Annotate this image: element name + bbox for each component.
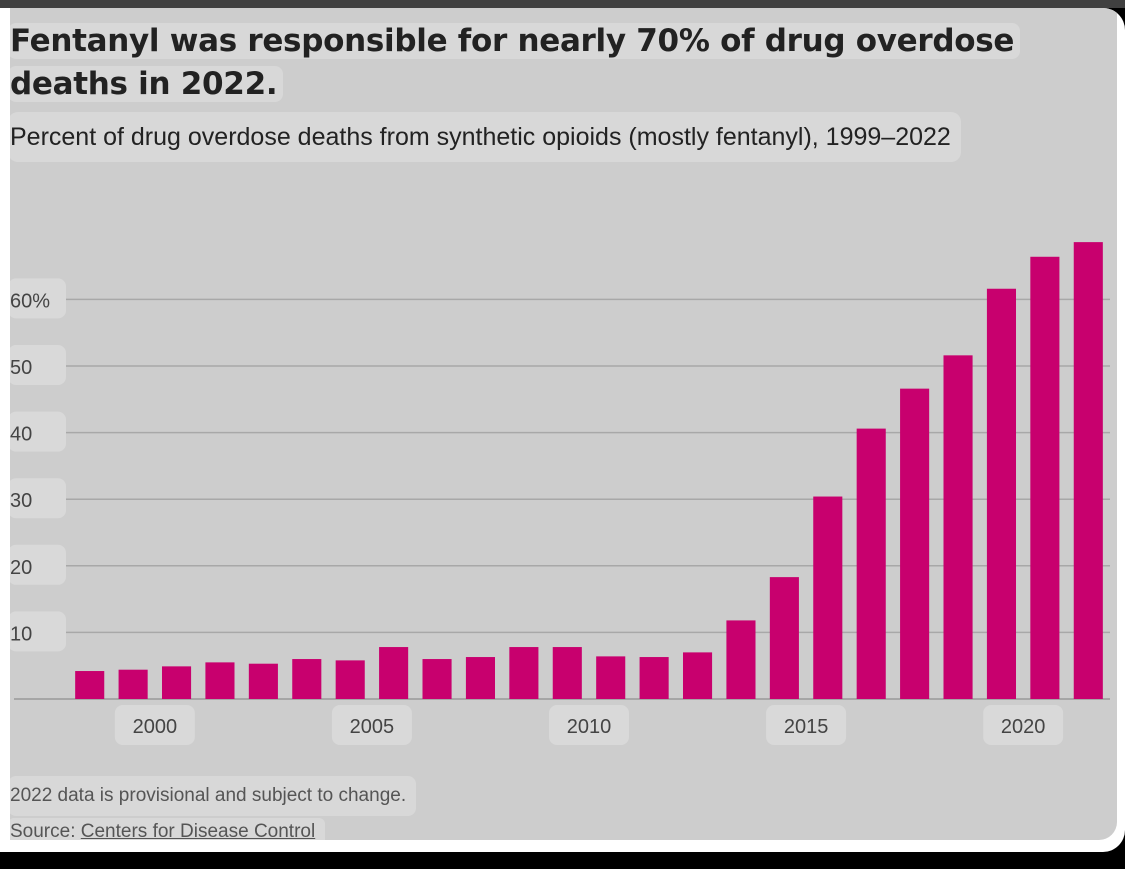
chart-card: 10 20 30 40 50 60% 2000 2005 2010 2015 2020 Fenta… bbox=[0, 8, 1117, 840]
bar-1999 bbox=[75, 671, 105, 699]
bar-2009 bbox=[509, 647, 539, 699]
bar-2014 bbox=[726, 620, 756, 699]
x-tick-label: 2015 bbox=[784, 716, 829, 738]
gridlines bbox=[14, 298, 1110, 700]
x-tick-labels: 2000 2005 2010 2015 2020 bbox=[114, 705, 1064, 745]
bar-2022 bbox=[1073, 242, 1103, 699]
y-tick-label: 20 bbox=[10, 557, 32, 579]
source-line: Source: Centers for Disease Control bbox=[8, 818, 326, 840]
y-tick-label: 30 bbox=[10, 490, 32, 512]
x-label-bg-2000 bbox=[114, 705, 195, 745]
bar-2010 bbox=[552, 647, 582, 699]
bar-2003 bbox=[248, 663, 278, 699]
x-label-bg-2020 bbox=[983, 705, 1064, 745]
footnote: 2022 data is provisional and subject to … bbox=[8, 776, 417, 816]
bar-2018 bbox=[900, 388, 930, 699]
y-label-bg-20 bbox=[8, 544, 66, 585]
y-label-bg-30 bbox=[8, 478, 66, 519]
chart-subtitle: Percent of drug overdose deaths from syn… bbox=[8, 112, 961, 162]
y-label-bg-40 bbox=[8, 411, 66, 452]
bar-2016 bbox=[813, 496, 843, 699]
bars bbox=[75, 242, 1103, 699]
bar-chart: 10 20 30 40 50 60% 2000 2005 2010 2015 2020 bbox=[8, 242, 1110, 745]
bar-2002 bbox=[205, 662, 235, 699]
x-tick-label: 2010 bbox=[567, 716, 612, 738]
bar-2004 bbox=[292, 659, 322, 699]
bar-2021 bbox=[1030, 256, 1060, 699]
x-tick-label: 2000 bbox=[133, 716, 178, 738]
bar-2015 bbox=[769, 577, 799, 699]
y-tick-label: 10 bbox=[10, 623, 32, 645]
x-tick-label: 2005 bbox=[350, 716, 395, 738]
screen-panel: 10 20 30 40 50 60% 2000 2005 2010 2015 2020 Fenta… bbox=[0, 8, 1125, 852]
top-strip bbox=[0, 0, 1125, 8]
chart-title: Fentanyl was responsible for nearly 70% … bbox=[8, 20, 1108, 106]
bar-2007 bbox=[422, 659, 452, 699]
bar-2008 bbox=[465, 657, 496, 699]
bar-2005 bbox=[335, 660, 365, 699]
bar-2006 bbox=[379, 647, 409, 699]
x-label-bg-2005 bbox=[331, 705, 412, 745]
x-tick-label: 2020 bbox=[1001, 716, 1046, 738]
x-label-bg-2015 bbox=[766, 705, 847, 745]
source-link[interactable]: Centers for Disease Control bbox=[80, 821, 316, 840]
y-label-bg-10 bbox=[8, 611, 66, 652]
source-prefix: Source: bbox=[10, 821, 81, 840]
y-label-bg-60 bbox=[8, 278, 66, 319]
bar-2012 bbox=[639, 657, 669, 699]
bar-2000 bbox=[118, 669, 148, 699]
bar-2019 bbox=[943, 355, 973, 699]
bar-2013 bbox=[682, 652, 713, 699]
y-tick-labels: 10 20 30 40 50 60% bbox=[8, 278, 66, 652]
bar-2001 bbox=[161, 666, 192, 699]
y-tick-label: 40 bbox=[10, 424, 32, 446]
bar-2020 bbox=[986, 288, 1017, 699]
y-tick-label: 50 bbox=[10, 357, 32, 379]
x-label-bg-2010 bbox=[549, 705, 629, 745]
bar-2017 bbox=[856, 428, 886, 699]
left-edge bbox=[0, 8, 10, 852]
y-label-bg-50 bbox=[8, 345, 66, 385]
bar-2011 bbox=[596, 656, 626, 699]
y-tick-label: 60% bbox=[10, 290, 50, 312]
